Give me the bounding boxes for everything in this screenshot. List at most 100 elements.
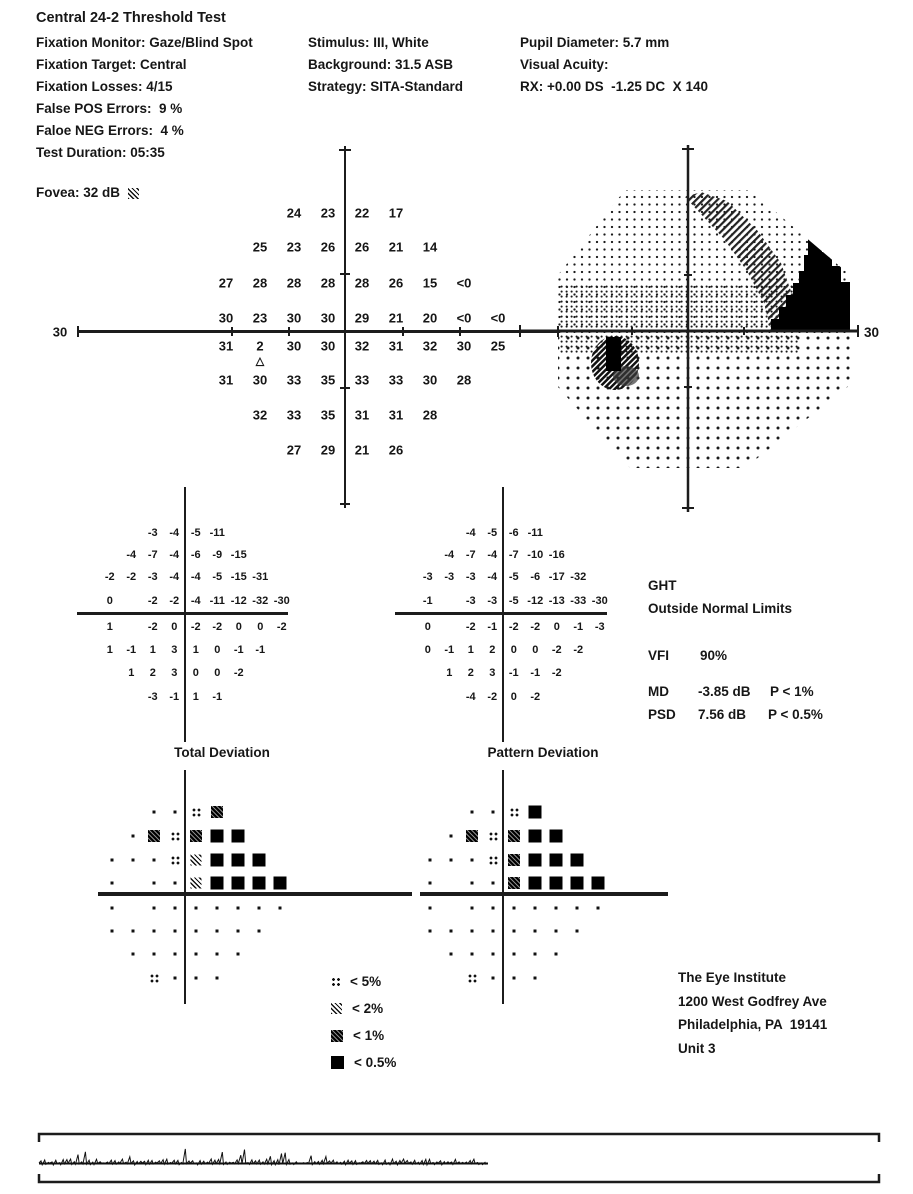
value-cell: 0	[171, 621, 178, 633]
value-cell: 21	[388, 310, 404, 326]
value-cell: 1	[106, 644, 113, 656]
value-cell: 0	[235, 621, 242, 633]
test-parameter: Faloe NEG Errors: 4 %	[36, 123, 184, 138]
prob-symbol	[528, 876, 541, 890]
prob-symbol	[173, 906, 176, 910]
axis-tick	[339, 149, 351, 151]
value-cell: -13	[548, 595, 565, 607]
ght-label: GHT	[648, 578, 677, 593]
value-cell: 31	[388, 338, 404, 354]
prob-symbol	[110, 906, 113, 910]
prob-symbol	[533, 952, 536, 956]
axis-tick	[340, 273, 350, 275]
md-probability: P < 1%	[770, 684, 814, 699]
prob-lt5-icon	[331, 977, 340, 986]
value-cell: -33	[570, 595, 587, 607]
value-cell: -30	[273, 595, 290, 607]
value-cell: 22	[354, 205, 370, 221]
prob-symbol	[152, 810, 155, 814]
value-cell: -7	[465, 549, 476, 561]
value-cell: 31	[218, 372, 234, 388]
value-cell: 1	[192, 644, 199, 656]
legend-label: < 1%	[353, 1028, 385, 1043]
value-cell: -2	[276, 621, 287, 633]
value-cell: -5	[212, 571, 223, 583]
legend-item: < 5%	[331, 968, 396, 995]
value-cell: -4	[126, 549, 137, 561]
prob-symbol	[110, 929, 113, 933]
prob-symbol	[533, 976, 536, 980]
value-cell: -10	[527, 549, 544, 561]
prob-symbol	[533, 906, 536, 910]
value-cell: 31	[218, 338, 234, 354]
prob-symbol	[467, 973, 476, 983]
axis-tick	[77, 326, 79, 337]
value-cell: -2	[530, 621, 541, 633]
value-cell: -2	[233, 667, 244, 679]
legend-item: < 2%	[331, 995, 396, 1022]
pd-vertical-axis	[502, 487, 504, 742]
prob-symbol	[131, 834, 134, 838]
prob-symbol	[131, 952, 134, 956]
value-cell: -4	[169, 549, 180, 561]
value-cell: 1	[467, 644, 474, 656]
threshold-vertical-axis	[344, 146, 346, 508]
test-parameter: Fixation Losses: 4/15	[36, 79, 173, 94]
value-cell: -2	[465, 621, 476, 633]
blind-spot-spot	[591, 336, 639, 390]
test-parameters-middle: Stimulus: III, White Background: 31.5 ASB…	[308, 32, 463, 98]
prob-symbol	[491, 976, 494, 980]
value-cell: 30	[286, 338, 302, 354]
prob-symbol	[470, 929, 473, 933]
value-cell: 27	[218, 275, 234, 291]
prob-symbol	[236, 906, 239, 910]
prob-symbol	[189, 830, 202, 842]
prob-symbol	[215, 906, 218, 910]
prob-symbol	[170, 831, 179, 841]
value-cell: 29	[320, 442, 336, 458]
value-cell: 32	[354, 338, 370, 354]
value-cell: 3	[489, 667, 496, 679]
value-cell: 33	[286, 372, 302, 388]
prob-symbol	[428, 858, 431, 862]
fovea-value: Fovea: 32 dB	[36, 182, 149, 204]
axis-tick	[288, 327, 290, 336]
value-cell: -1	[444, 644, 455, 656]
legend-label: < 0.5%	[354, 1055, 397, 1070]
prob-symbol	[470, 881, 473, 885]
legend-label: < 2%	[352, 1001, 384, 1016]
value-cell: -4	[190, 571, 201, 583]
prob-symbol	[428, 906, 431, 910]
value-cell: -6	[190, 549, 201, 561]
value-cell: -2	[487, 691, 498, 703]
test-parameter: Visual Acuity:	[520, 57, 609, 72]
prob-symbol	[533, 929, 536, 933]
legend-item: < 1%	[331, 1022, 396, 1049]
prob-symbol	[549, 853, 562, 867]
prob-symbol	[236, 952, 239, 956]
value-cell: -2	[573, 644, 584, 656]
value-cell: 1	[149, 644, 156, 656]
pd-horizontal-axis	[395, 612, 607, 615]
axis-tick	[340, 503, 350, 505]
value-cell: -4	[190, 595, 201, 607]
fovea-probability-icon	[127, 187, 139, 199]
value-cell: -2	[551, 644, 562, 656]
value-cell: -7	[508, 549, 519, 561]
value-cell: 35	[320, 407, 336, 423]
td-vertical-axis	[184, 487, 186, 742]
prob-symbol	[194, 906, 197, 910]
tdp-vertical-axis	[184, 770, 186, 1004]
pdp-vertical-axis	[502, 770, 504, 1004]
value-cell: 0	[257, 621, 264, 633]
prob-symbol	[554, 952, 557, 956]
value-cell: 30	[320, 310, 336, 326]
value-cell: -3	[444, 571, 455, 583]
test-parameter: RX: +0.00 DS -1.25 DC X 140	[520, 79, 708, 94]
md-value: -3.85 dB	[698, 684, 751, 699]
page-title: Central 24-2 Threshold Test	[36, 10, 226, 26]
value-cell: -2	[147, 595, 158, 607]
gaze-strip-top-rail	[37, 1132, 881, 1142]
value-cell: -5	[487, 527, 498, 539]
value-cell: 26	[388, 275, 404, 291]
